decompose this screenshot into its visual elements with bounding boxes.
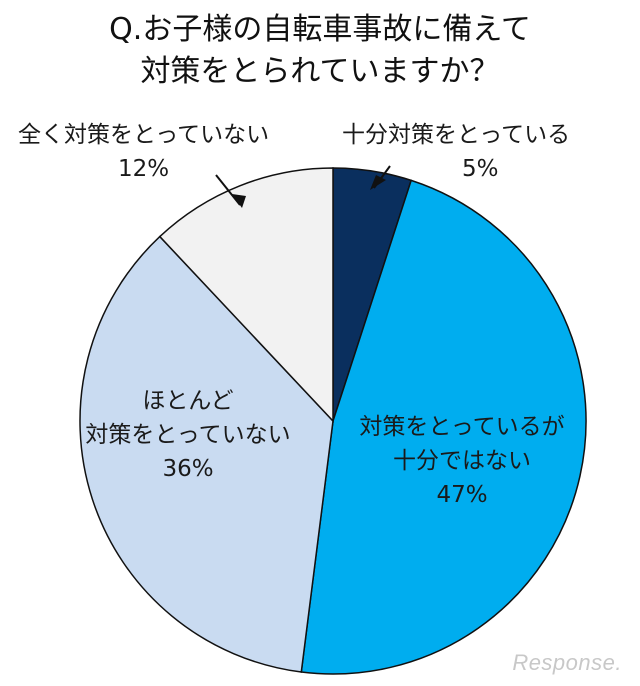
slice-label-insufficient-line1: 対策をとっているが [359, 414, 565, 440]
slice-label-mostly-none-line2: 対策をとっていない [85, 422, 291, 448]
leader-arrowhead-none [232, 194, 246, 208]
slice-label-none: 全く対策をとっていない 12% [18, 118, 269, 186]
slice-label-mostly-none: ほとんど 対策をとっていない 36% [78, 384, 298, 486]
chart-title-line-1: Q.お子様の自転車事故に備えて [109, 12, 531, 47]
slice-label-mostly-none-line1: ほとんど [142, 388, 234, 414]
pie-slice-insufficient [300, 179, 587, 675]
leader-line-full-none [215, 174, 241, 206]
slice-label-none-pct: 12% [118, 156, 170, 182]
pie-slice-none [158, 167, 334, 423]
chart-title-line-2: 対策をとられていますか？ [140, 54, 500, 89]
slice-label-mostly-none-pct: 36% [162, 456, 214, 482]
slice-label-full-pct: 5% [462, 156, 499, 182]
slice-label-insufficient: 対策をとっているが 十分ではない 47% [342, 410, 582, 512]
response-watermark: Response. [512, 650, 622, 675]
pie-slice-mostly-none [79, 235, 334, 673]
leader-arrowhead-full [370, 175, 386, 190]
slice-label-insufficient-pct: 47% [436, 482, 488, 508]
slice-label-full: 十分対策をとっている 5% [342, 118, 570, 186]
slice-label-insufficient-line2: 十分ではない [393, 448, 531, 474]
slice-label-none-text: 全く対策をとっていない [18, 122, 270, 148]
slice-label-full-text: 十分対策をとっている [342, 122, 571, 148]
